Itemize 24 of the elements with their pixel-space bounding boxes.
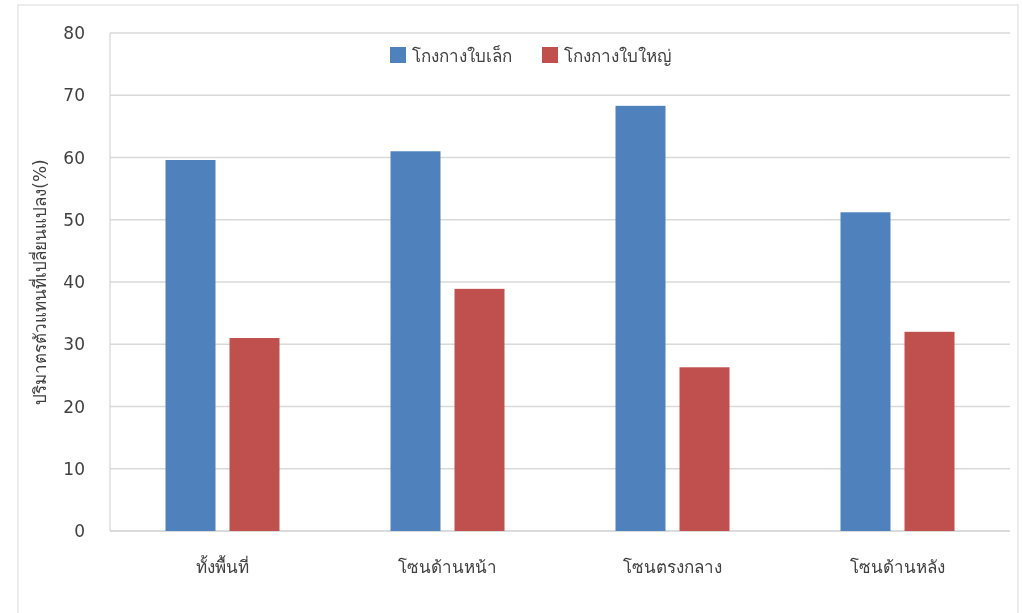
y-tick-label: 20 [63, 396, 85, 417]
y-tick-label: 0 [74, 521, 85, 541]
bar [904, 331, 955, 531]
legend-label: โกงกางใบใหญ่ [564, 46, 671, 66]
y-tick-label: 70 [63, 85, 85, 106]
y-tick-label: 50 [63, 209, 85, 230]
y-tick-label: 80 [63, 23, 85, 43]
bar [840, 212, 891, 531]
bar [679, 367, 730, 531]
y-tick-label: 10 [63, 458, 85, 479]
y-tick-label: 30 [63, 334, 85, 355]
y-tick-label: 60 [63, 147, 85, 168]
x-tick-label: โซนด้านหน้า [398, 557, 497, 577]
y-tick-label: 40 [63, 272, 85, 292]
x-tick-label: ทั้งพื้นที่ [196, 555, 249, 577]
bar [165, 159, 216, 531]
bar [390, 151, 441, 531]
x-tick-label: โซนด้านหลัง [850, 557, 945, 577]
legend-label: โกงกางใบเล็ก [412, 45, 512, 66]
x-tick-label: โซนตรงกลาง [623, 557, 722, 577]
bar [615, 105, 666, 531]
bar [229, 338, 280, 531]
bar [454, 288, 505, 531]
y-axis-title: ปริมาตรตัวแทนที่เปลี่ยนแปลง(%) [28, 159, 50, 405]
